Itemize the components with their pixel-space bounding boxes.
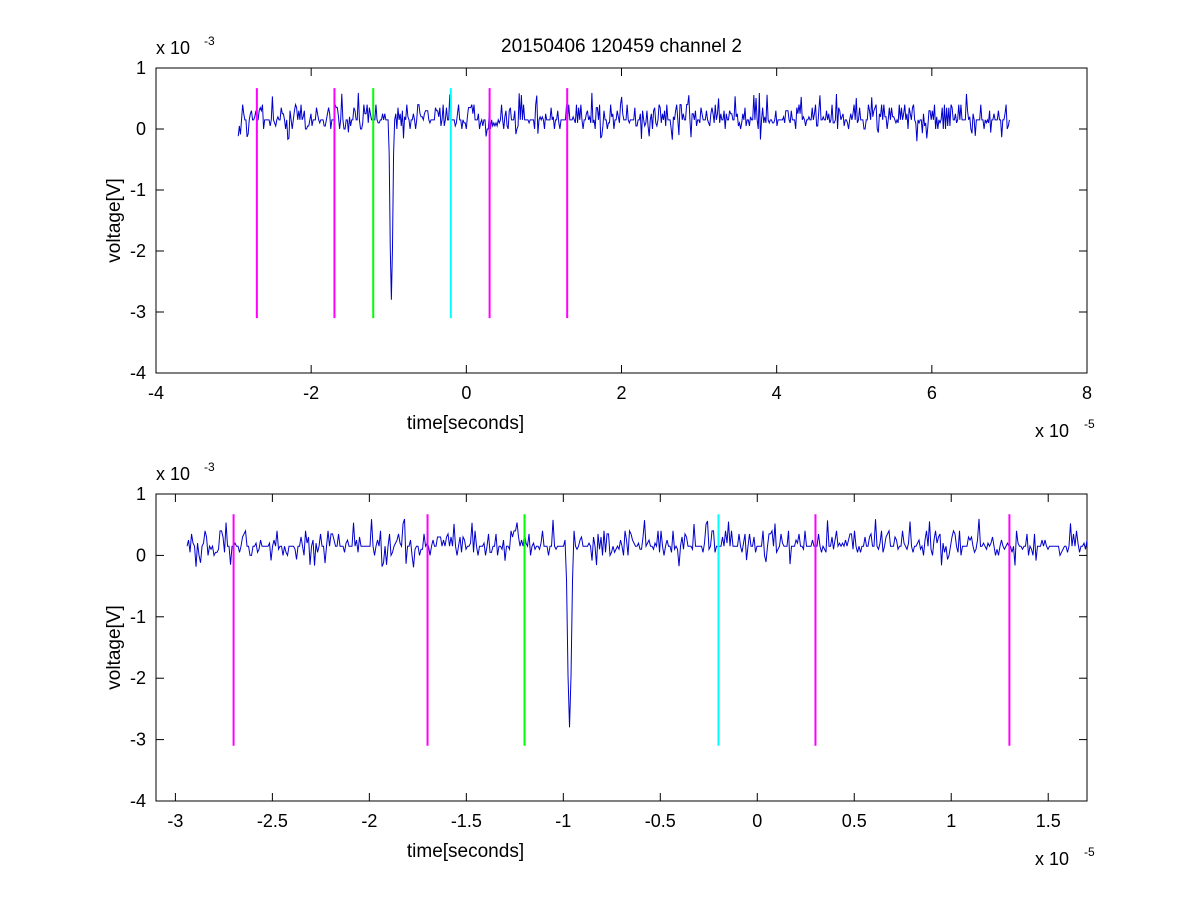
x-tick-label: -1 — [555, 811, 571, 831]
x-tick-label: 1 — [946, 811, 956, 831]
x-tick-label: 0.5 — [842, 811, 867, 831]
y-tick-label: 1 — [136, 58, 146, 78]
x-tick-label: -3 — [167, 811, 183, 831]
x-tick-label: -2 — [303, 383, 319, 403]
x-tick-label: 6 — [927, 383, 937, 403]
x-tick-label: -4 — [148, 383, 164, 403]
y-tick-label: -1 — [130, 180, 146, 200]
x-tick-label: 0 — [461, 383, 471, 403]
x-multiplier-label: x 10 — [1035, 849, 1069, 869]
y-tick-label: -2 — [130, 668, 146, 688]
chart-title: 20150406 120459 channel 2 — [501, 36, 742, 57]
y-tick-label: 0 — [136, 545, 146, 565]
y-tick-label: -2 — [130, 241, 146, 261]
y-tick-label: -3 — [130, 730, 146, 750]
y-tick-label: -4 — [130, 363, 146, 383]
x-tick-label: 2 — [616, 383, 626, 403]
y-tick-label: 0 — [136, 119, 146, 139]
x-tick-label: -2.5 — [257, 811, 288, 831]
x-tick-label: -1.5 — [451, 811, 482, 831]
y-multiplier-exponent: -3 — [204, 34, 215, 48]
x-multiplier-exponent: -5 — [1084, 417, 1095, 431]
y-multiplier-label: x 10 — [156, 464, 190, 484]
x-tick-label: -2 — [361, 811, 377, 831]
y-tick-label: 1 — [136, 484, 146, 504]
y-axis-label: voltage[V] — [104, 605, 125, 690]
y-tick-label: -1 — [130, 607, 146, 627]
bottom-plot-panel: -3 -2.5 -2 -1.5 -1 -0.5 0 0.5 1 1.5 -4 -3 -2 -1 0 1 x 10… — [104, 460, 1095, 869]
x-multiplier-label: x 10 — [1035, 421, 1069, 441]
y-tick-label: -4 — [130, 791, 146, 811]
x-tick-label: -0.5 — [645, 811, 676, 831]
x-tick-label: 0 — [752, 811, 762, 831]
x-axis-label: time[seconds] — [407, 841, 524, 862]
x-tick-label: 1.5 — [1036, 811, 1061, 831]
x-axis-label: time[seconds] — [407, 413, 524, 434]
y-axis-label: voltage[V] — [104, 178, 125, 263]
y-multiplier-exponent: -3 — [204, 460, 215, 474]
signal-trace — [186, 518, 1088, 728]
axes-box — [155, 493, 1088, 802]
top-plot-panel: -4 -2 0 2 4 6 8 -4 -3 -2 -1 0 1 x 10 -3 x 10 -5 time[seco… — [104, 34, 1095, 441]
y-tick-label: -3 — [130, 302, 146, 322]
y-multiplier-label: x 10 — [156, 38, 190, 58]
x-multiplier-exponent: -5 — [1084, 845, 1095, 859]
x-tick-label: 8 — [1082, 383, 1092, 403]
signal-trace — [237, 92, 1010, 300]
x-tick-label: 4 — [772, 383, 782, 403]
